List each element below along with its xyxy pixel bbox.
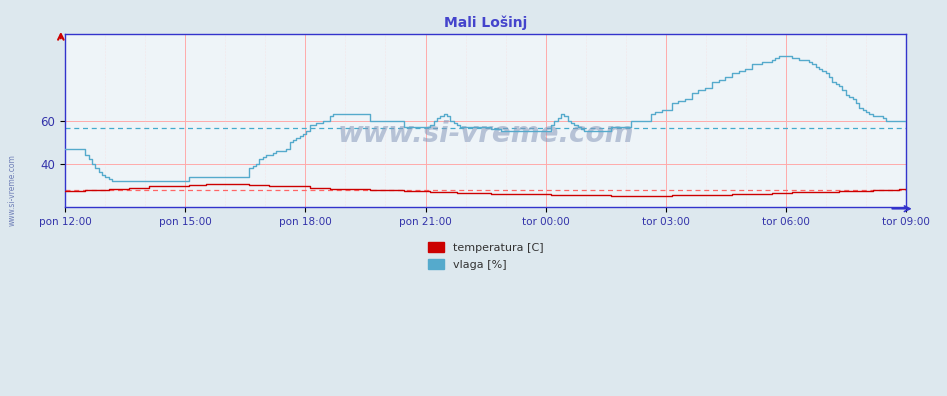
Legend: temperatura [C], vlaga [%]: temperatura [C], vlaga [%]	[423, 238, 548, 274]
Text: www.si-vreme.com: www.si-vreme.com	[337, 120, 634, 148]
Title: Mali Lošinj: Mali Lošinj	[444, 16, 527, 30]
Text: www.si-vreme.com: www.si-vreme.com	[8, 154, 17, 226]
